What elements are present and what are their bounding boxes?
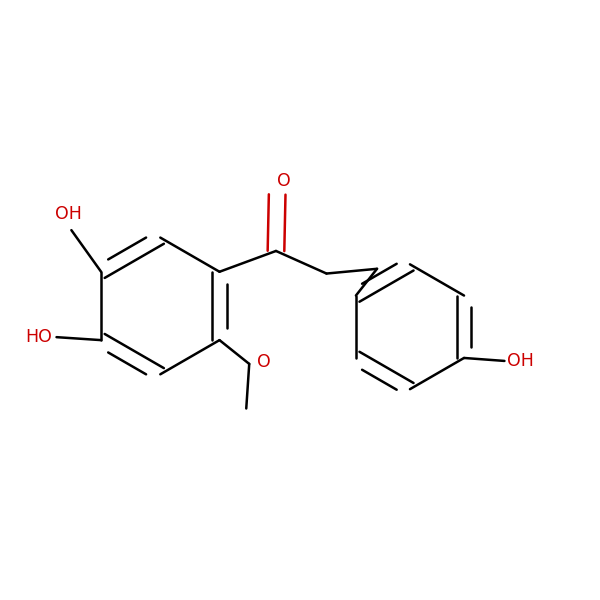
Text: O: O <box>277 172 291 190</box>
Text: HO: HO <box>25 328 52 346</box>
Text: O: O <box>257 353 271 371</box>
Text: OH: OH <box>55 205 82 223</box>
Text: OH: OH <box>508 352 534 370</box>
